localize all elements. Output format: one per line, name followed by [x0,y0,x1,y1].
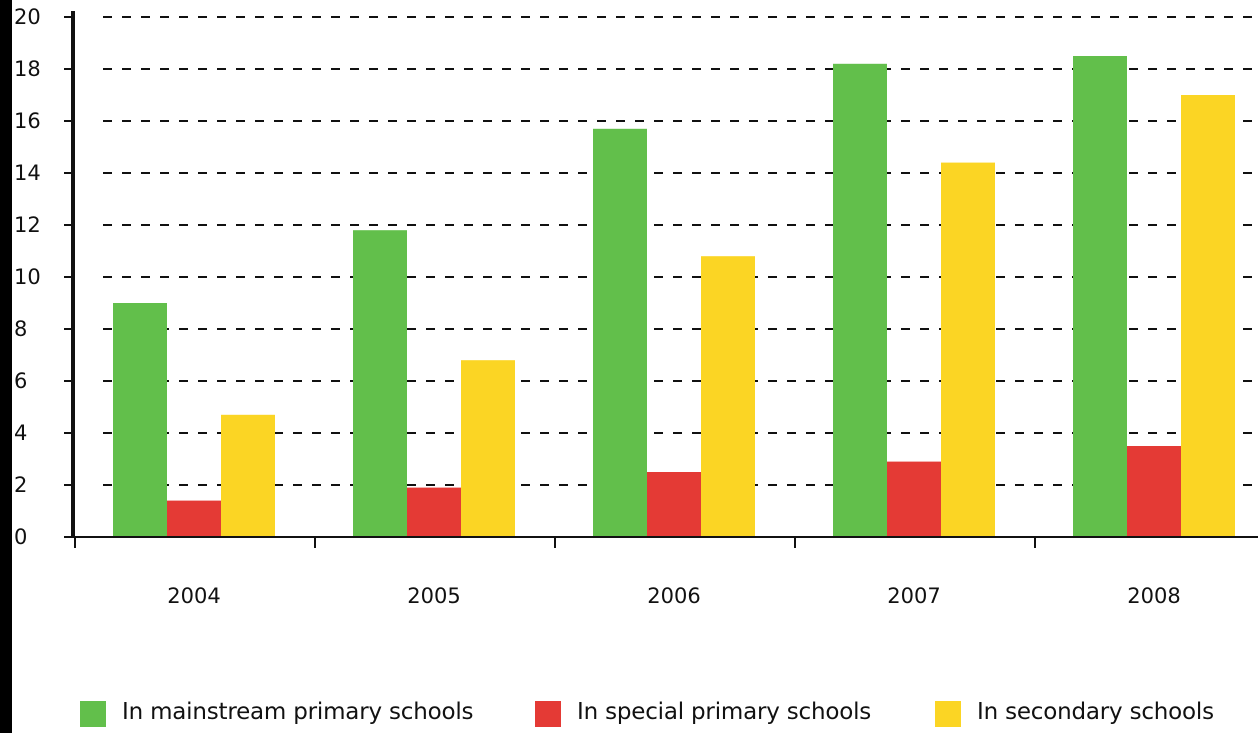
bar [1181,95,1235,537]
bar [167,500,221,537]
bar [407,487,461,537]
y-tick-label: 6 [14,369,27,393]
bar [461,360,515,537]
legend-label-special: In special primary schools [577,699,872,725]
bar [701,256,755,537]
legend: In mainstream primary schools In special… [80,695,1258,733]
x-tick-label: 2008 [1127,584,1180,608]
y-tick-label: 2 [14,473,27,497]
y-tick-label: 18 [14,57,41,81]
y-tick-label: 16 [14,109,41,133]
legend-label-secondary: In secondary schools [977,699,1214,725]
bar-chart: 0 2 4 6 8 10 12 14 16 18 20 2004 2005 2006 2007 2008 [14,5,1258,608]
bar [887,461,941,537]
bar [113,303,167,537]
y-axis-tick-labels: 0 2 4 6 8 10 12 14 16 18 20 [14,5,41,549]
left-edge-strip [0,0,12,733]
bar [593,128,647,538]
x-tick-label: 2005 [407,584,460,608]
y-tick-label: 14 [14,161,41,185]
x-tick-label: 2007 [887,584,940,608]
legend-swatch-secondary [935,701,961,727]
y-tick-label: 4 [14,421,27,445]
axes [64,11,1258,548]
bars [113,56,1235,538]
legend-label-mainstream: In mainstream primary schools [122,699,474,725]
x-tick-label: 2004 [167,584,220,608]
y-tick-label: 8 [14,317,27,341]
y-tick-label: 12 [14,213,41,237]
x-tick-label: 2006 [647,584,700,608]
bar [353,230,407,537]
bar [647,472,701,537]
y-tick-label: 10 [14,265,41,289]
bar [1127,446,1181,537]
bar [221,414,275,537]
legend-swatch-mainstream [80,701,106,727]
y-tick-label: 20 [14,5,41,29]
y-tick-label: 0 [14,525,27,549]
legend-swatch-special [535,701,561,727]
bar [1073,56,1127,537]
x-axis-tick-labels: 2004 2005 2006 2007 2008 [167,584,1180,608]
bar [941,162,995,537]
bar [833,63,887,538]
